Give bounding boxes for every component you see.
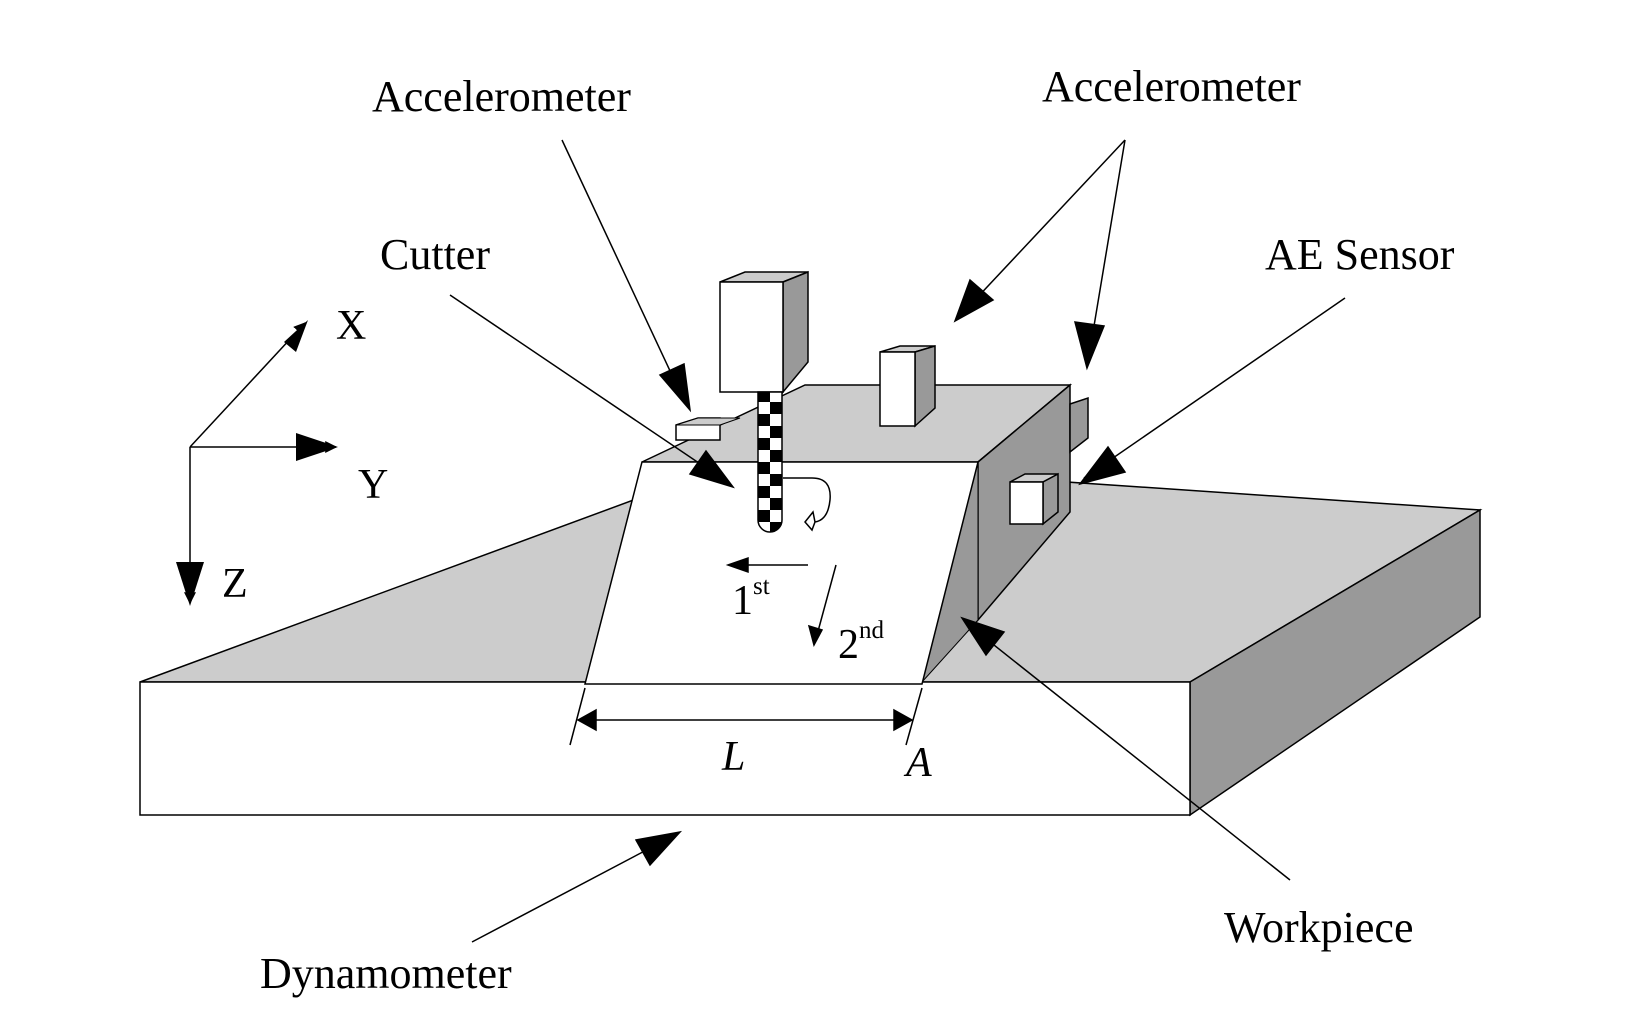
dynamometer-front-face xyxy=(139,681,1191,816)
y-axis-label: Y xyxy=(358,462,388,508)
length-label: L xyxy=(721,734,745,780)
workpiece-front-face xyxy=(584,461,979,685)
ae-sensor-box xyxy=(1009,472,1059,526)
accelerometer-side-arrowhead xyxy=(1073,321,1106,371)
cutter-tool xyxy=(757,391,783,533)
first-pass-label: 1st xyxy=(732,573,770,624)
ae-sensor-arrowhead xyxy=(1078,445,1127,486)
dynamometer-arrowhead xyxy=(634,830,683,867)
x-axis-label: X xyxy=(336,303,366,349)
accelerometer-side-sensor xyxy=(1069,396,1089,454)
second-pass-label: 2nd xyxy=(838,617,885,668)
spindle-head xyxy=(719,270,809,395)
leader-lines xyxy=(449,139,1346,943)
rotation-arrow-icon xyxy=(783,477,831,532)
accelerometer-right-label: Accelerometer xyxy=(1042,62,1301,111)
coordinate-axes: X Y Z xyxy=(176,303,388,607)
workpiece-label: Workpiece xyxy=(1224,903,1413,952)
accelerometer-left-label: Accelerometer xyxy=(372,72,631,121)
angle-label: A xyxy=(903,740,932,786)
first-pass-arrowhead xyxy=(725,556,749,574)
accelerometer-top-sensor xyxy=(879,344,936,428)
accelerometer-left-arrowhead xyxy=(658,362,692,413)
y-axis-arrowhead xyxy=(296,433,338,461)
cutter-arrowhead xyxy=(688,449,735,489)
workpiece-arrowhead xyxy=(960,616,1006,657)
pass-arrows xyxy=(725,556,837,648)
x-axis-line xyxy=(189,322,306,448)
accelerometer-top-arrowhead xyxy=(953,278,995,323)
ae-sensor-label: AE Sensor xyxy=(1265,230,1455,279)
accelerometer-left-sensor xyxy=(675,417,741,441)
z-axis-arrowhead xyxy=(176,562,204,606)
cutter-label: Cutter xyxy=(380,230,490,279)
z-axis-label: Z xyxy=(222,561,248,607)
second-pass-arrowhead xyxy=(807,624,824,648)
x-axis-arrowhead xyxy=(284,320,308,352)
dimension-length xyxy=(569,687,923,746)
dynamometer-label: Dynamometer xyxy=(260,949,512,998)
